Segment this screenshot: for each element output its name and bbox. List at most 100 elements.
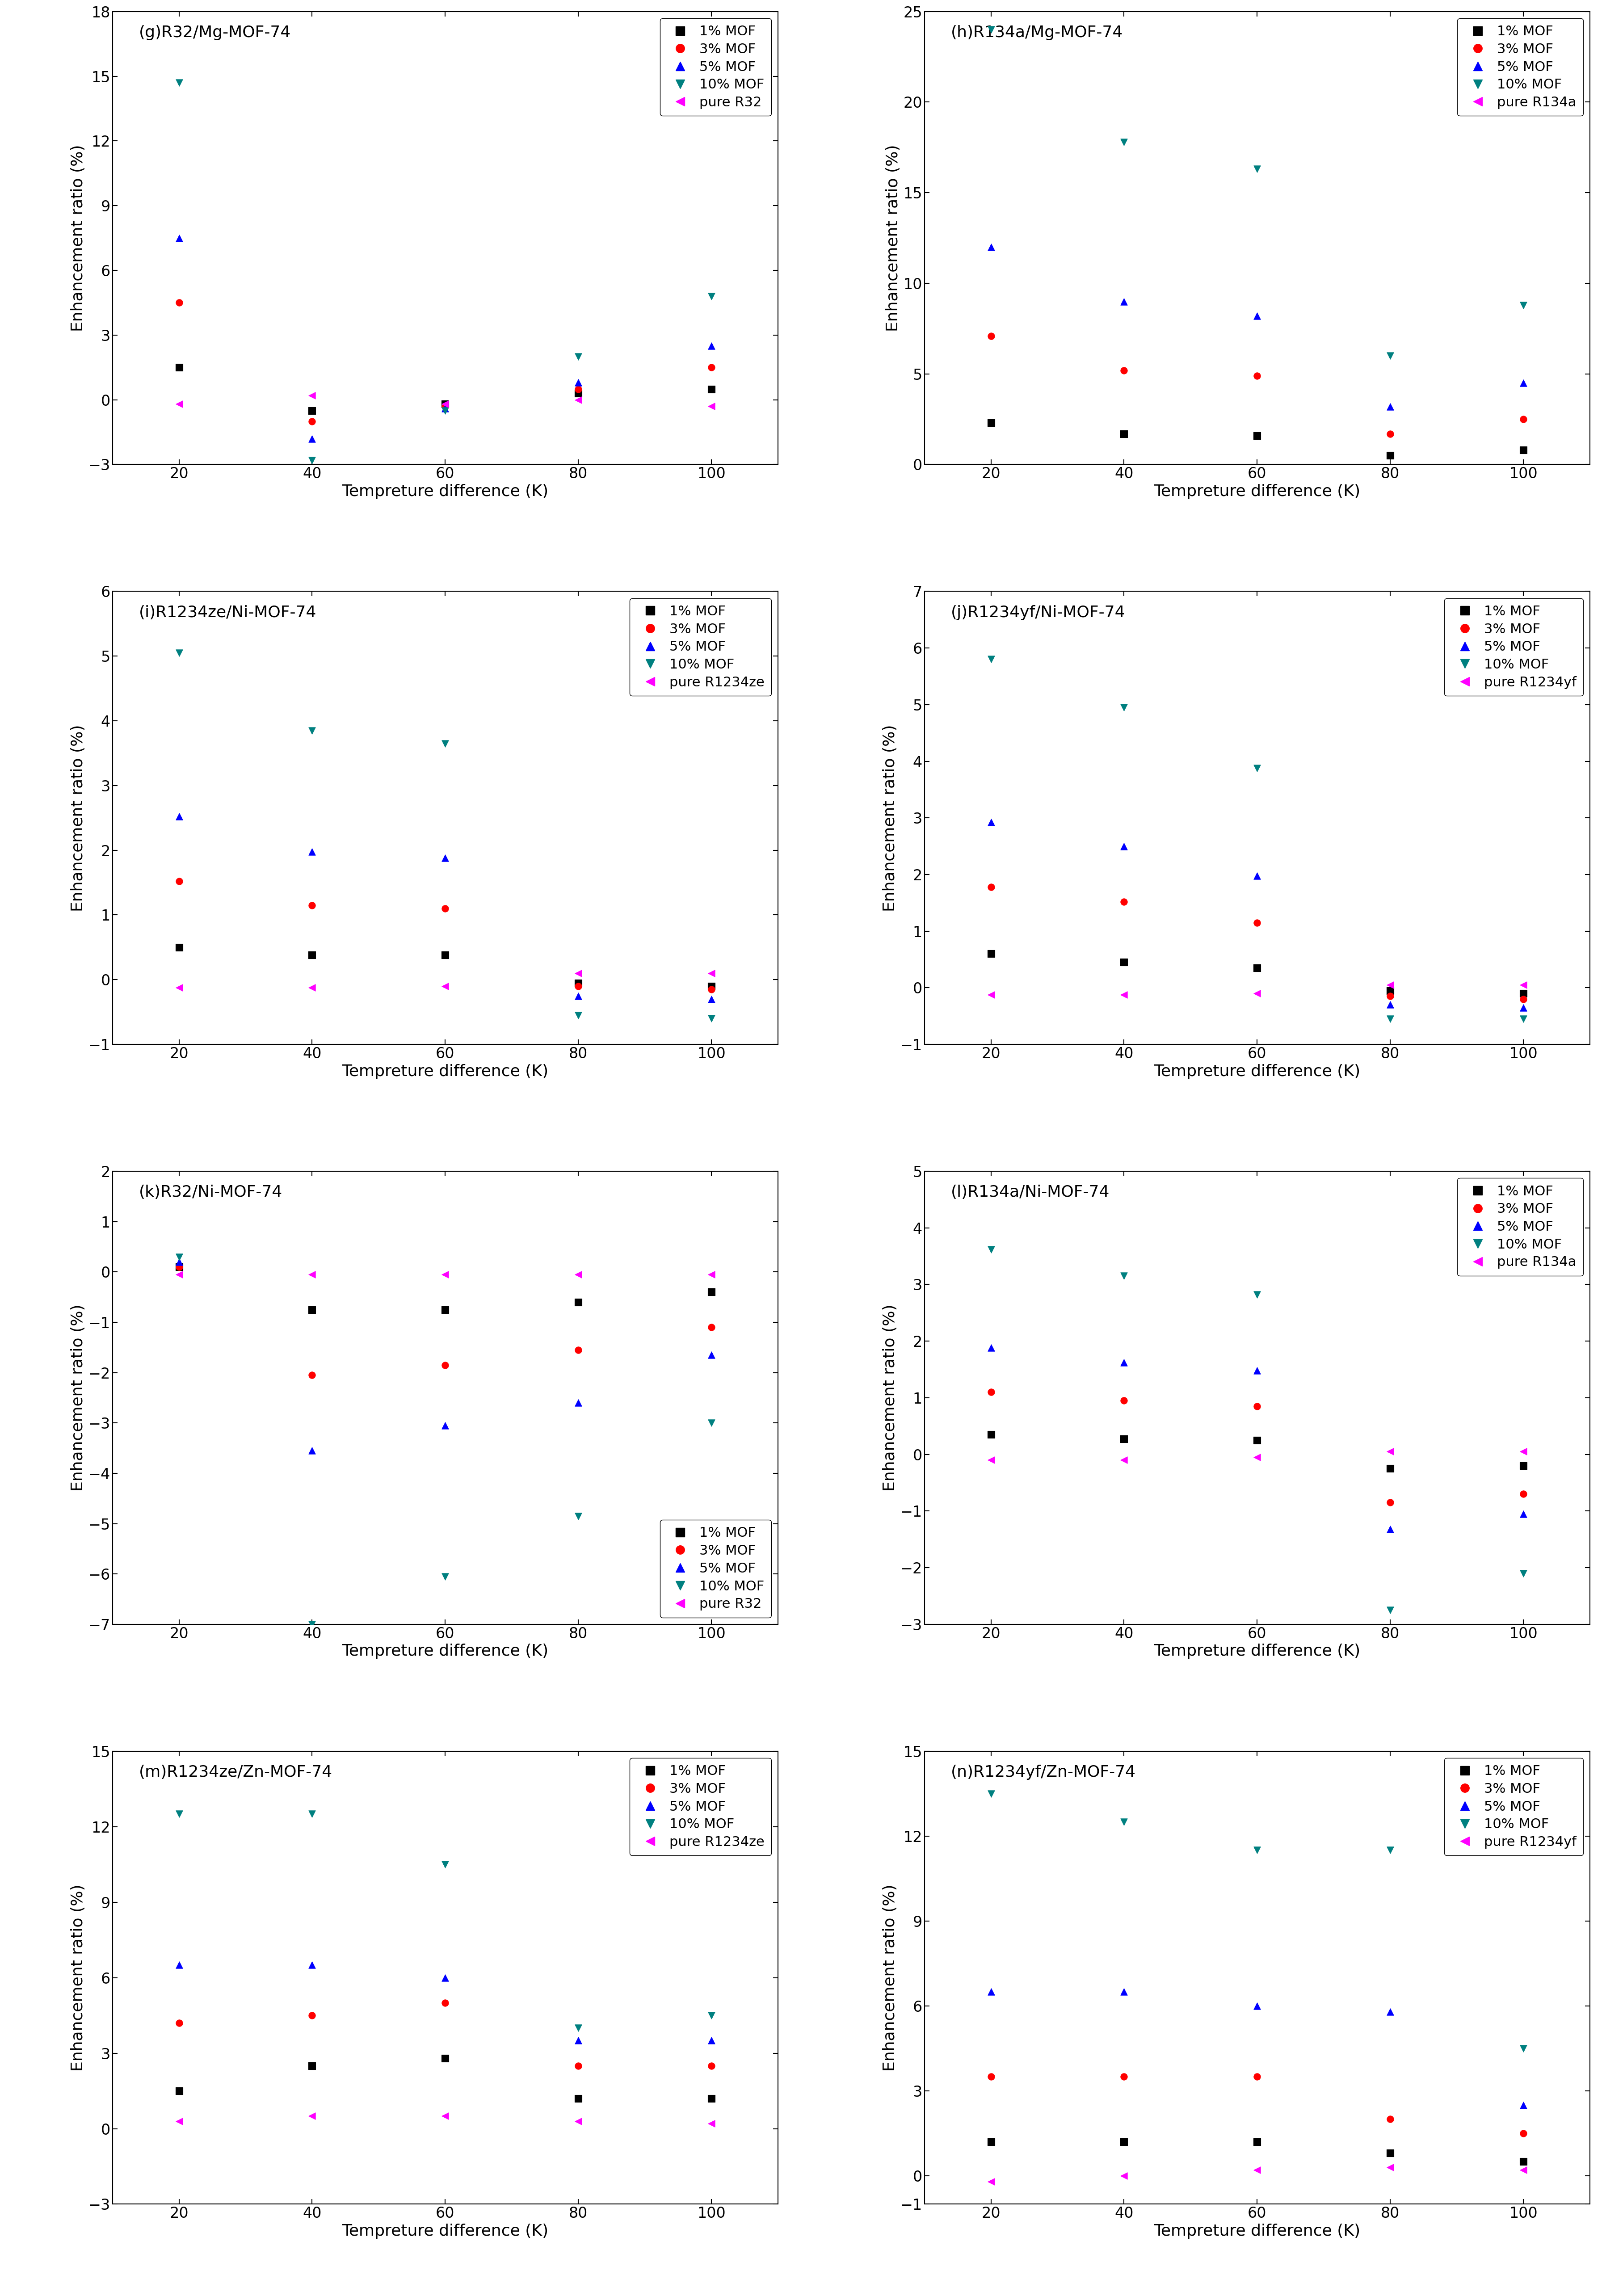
1% MOF	[699, 1274, 724, 1311]
pure R32	[699, 388, 724, 425]
10% MOF	[299, 1795, 324, 1832]
10% MOF	[299, 712, 324, 748]
3% MOF	[1511, 2115, 1537, 2151]
pure R1234ze	[565, 2103, 591, 2140]
1% MOF	[432, 1290, 458, 1327]
3% MOF	[299, 1357, 324, 1394]
5% MOF	[978, 1329, 1004, 1366]
1% MOF	[1378, 2135, 1404, 2172]
1% MOF	[432, 2039, 458, 2076]
Y-axis label: Enhancement ratio (%): Enhancement ratio (%)	[885, 145, 901, 331]
10% MOF	[1111, 689, 1137, 726]
5% MOF	[1245, 1352, 1270, 1389]
pure R134a	[978, 450, 1004, 487]
5% MOF	[565, 1384, 591, 1421]
3% MOF	[299, 404, 324, 441]
1% MOF	[1511, 432, 1537, 468]
5% MOF	[1111, 1343, 1137, 1380]
1% MOF	[1245, 2124, 1270, 2161]
10% MOF	[1378, 338, 1404, 374]
pure R1234yf	[1378, 2149, 1404, 2186]
1% MOF	[299, 937, 324, 974]
Text: (i)R1234ze/Ni-MOF-74: (i)R1234ze/Ni-MOF-74	[140, 604, 316, 620]
3% MOF	[1111, 884, 1137, 921]
3% MOF	[299, 886, 324, 923]
1% MOF	[565, 1283, 591, 1320]
10% MOF	[1511, 2030, 1537, 2066]
5% MOF	[1245, 1988, 1270, 2025]
3% MOF	[1111, 2060, 1137, 2096]
10% MOF	[165, 1795, 191, 1832]
Text: (k)R32/Ni-MOF-74: (k)R32/Ni-MOF-74	[140, 1185, 283, 1201]
5% MOF	[299, 420, 324, 457]
3% MOF	[1378, 2101, 1404, 2138]
10% MOF	[1511, 1554, 1537, 1591]
pure R32	[299, 1256, 324, 1293]
10% MOF	[1245, 751, 1270, 788]
3% MOF	[699, 971, 724, 1008]
10% MOF	[978, 1775, 1004, 1812]
10% MOF	[432, 1846, 458, 1883]
5% MOF	[699, 1336, 724, 1373]
3% MOF	[1111, 351, 1137, 388]
3% MOF	[699, 2048, 724, 2085]
3% MOF	[1245, 1387, 1270, 1424]
Y-axis label: Enhancement ratio (%): Enhancement ratio (%)	[882, 1304, 898, 1492]
3% MOF	[978, 1373, 1004, 1410]
3% MOF	[1111, 1382, 1137, 1419]
5% MOF	[1378, 987, 1404, 1024]
5% MOF	[565, 365, 591, 402]
Legend: 1% MOF, 3% MOF, 5% MOF, 10% MOF, pure R1234yf: 1% MOF, 3% MOF, 5% MOF, 10% MOF, pure R1…	[1444, 599, 1584, 696]
Text: (m)R1234ze/Zn-MOF-74: (m)R1234ze/Zn-MOF-74	[140, 1766, 332, 1779]
5% MOF	[165, 799, 191, 836]
Legend: 1% MOF, 3% MOF, 5% MOF, 10% MOF, pure R134a: 1% MOF, 3% MOF, 5% MOF, 10% MOF, pure R1…	[1457, 18, 1584, 115]
1% MOF	[432, 386, 458, 422]
5% MOF	[1378, 1511, 1404, 1548]
10% MOF	[1111, 124, 1137, 161]
5% MOF	[1511, 990, 1537, 1026]
5% MOF	[1511, 1495, 1537, 1531]
pure R1234ze	[432, 969, 458, 1006]
1% MOF	[165, 1249, 191, 1286]
pure R1234ze	[165, 2103, 191, 2140]
pure R1234yf	[1378, 967, 1404, 1003]
1% MOF	[165, 349, 191, 386]
3% MOF	[565, 1332, 591, 1368]
10% MOF	[565, 338, 591, 374]
5% MOF	[1111, 1975, 1137, 2011]
Text: (l)R134a/Ni-MOF-74: (l)R134a/Ni-MOF-74	[951, 1185, 1110, 1201]
3% MOF	[299, 1998, 324, 2034]
pure R1234yf	[978, 2163, 1004, 2200]
pure R1234yf	[1511, 967, 1537, 1003]
pure R32	[565, 1256, 591, 1293]
pure R1234yf	[1111, 976, 1137, 1013]
3% MOF	[1245, 905, 1270, 941]
5% MOF	[432, 840, 458, 877]
3% MOF	[565, 370, 591, 406]
pure R32	[165, 1256, 191, 1293]
3% MOF	[432, 388, 458, 425]
10% MOF	[1511, 1001, 1537, 1038]
3% MOF	[432, 1984, 458, 2020]
pure R32	[299, 377, 324, 413]
3% MOF	[165, 1249, 191, 1286]
5% MOF	[432, 390, 458, 427]
1% MOF	[565, 374, 591, 411]
5% MOF	[165, 1947, 191, 1984]
3% MOF	[432, 891, 458, 928]
10% MOF	[1111, 1258, 1137, 1295]
1% MOF	[978, 2124, 1004, 2161]
3% MOF	[1511, 980, 1537, 1017]
1% MOF	[1511, 976, 1537, 1013]
3% MOF	[699, 349, 724, 386]
X-axis label: Tempreture difference (K): Tempreture difference (K)	[342, 2223, 548, 2239]
Y-axis label: Enhancement ratio (%): Enhancement ratio (%)	[71, 723, 85, 912]
10% MOF	[565, 996, 591, 1033]
1% MOF	[699, 2080, 724, 2117]
X-axis label: Tempreture difference (K): Tempreture difference (K)	[1155, 1063, 1360, 1079]
pure R32	[432, 1256, 458, 1293]
10% MOF	[165, 64, 191, 101]
pure R1234ze	[699, 2105, 724, 2142]
1% MOF	[1111, 1421, 1137, 1458]
3% MOF	[1511, 402, 1537, 439]
